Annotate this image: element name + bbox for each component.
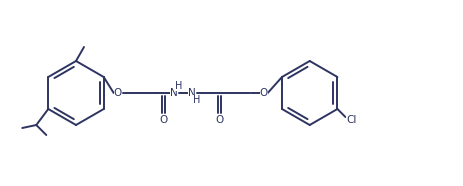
Text: O: O — [159, 115, 167, 125]
Text: O: O — [215, 115, 223, 125]
Text: H: H — [193, 95, 200, 105]
Text: Cl: Cl — [345, 115, 356, 125]
Text: O: O — [113, 88, 122, 98]
Text: N: N — [188, 88, 195, 98]
Text: N: N — [169, 88, 177, 98]
Text: H: H — [175, 81, 182, 91]
Text: O: O — [259, 88, 267, 98]
